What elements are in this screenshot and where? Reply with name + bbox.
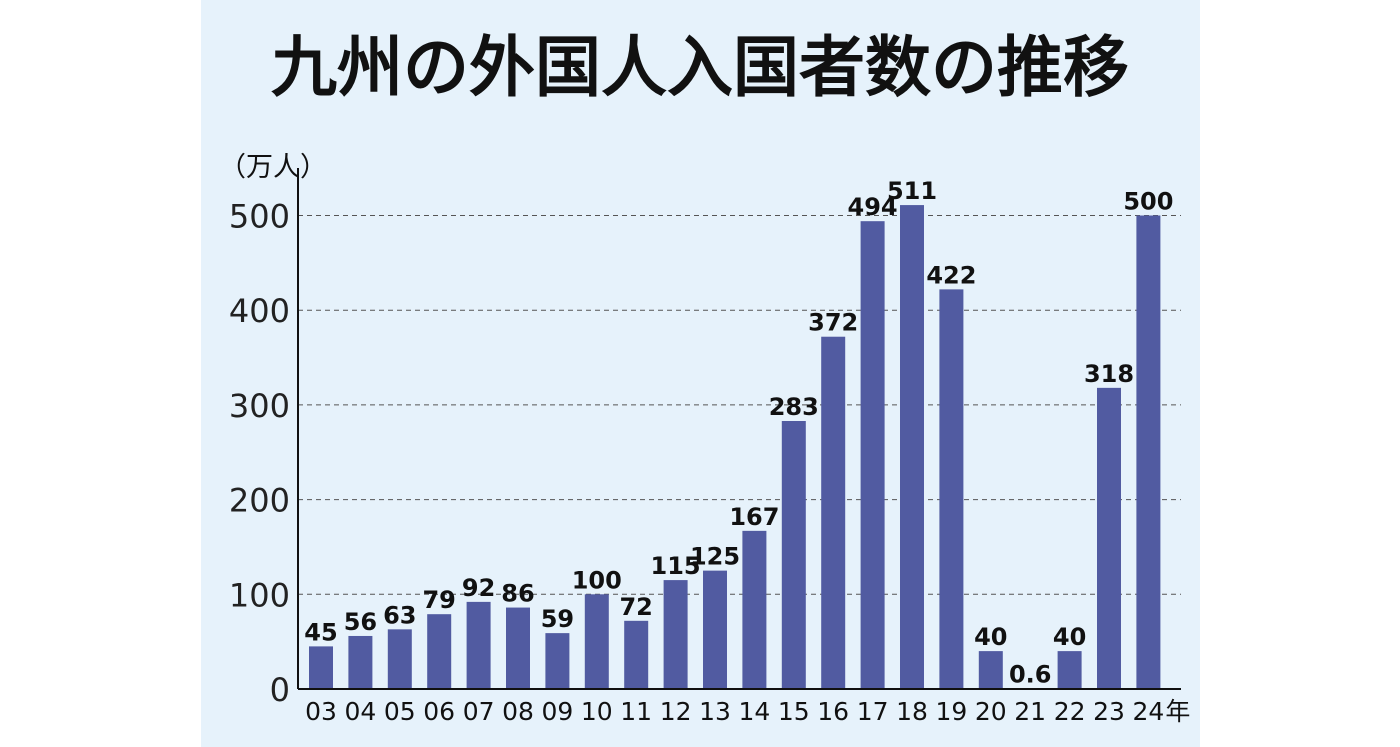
bar bbox=[781, 420, 806, 689]
x-tick-label: 24 bbox=[1132, 697, 1164, 726]
x-tick-label: 12 bbox=[660, 697, 692, 726]
y-tick-label: 500 bbox=[229, 198, 290, 236]
data-label: 59 bbox=[541, 605, 574, 633]
x-tick-label: 04 bbox=[344, 697, 376, 726]
x-tick-label: 05 bbox=[384, 697, 416, 726]
data-label: 511 bbox=[887, 177, 937, 205]
y-tick-label: 300 bbox=[229, 387, 290, 425]
bars bbox=[309, 205, 1161, 689]
y-axis-unit-label: （万人） bbox=[219, 152, 327, 183]
data-label: 422 bbox=[926, 261, 976, 289]
x-tick-label: 03 bbox=[305, 697, 337, 726]
x-tick-label: 23 bbox=[1093, 697, 1125, 726]
data-label: 0.6 bbox=[1009, 660, 1052, 688]
data-label: 283 bbox=[769, 393, 819, 421]
x-tick-label: 15 bbox=[778, 697, 810, 726]
bar bbox=[624, 620, 649, 689]
data-label: 56 bbox=[344, 608, 377, 636]
data-label: 500 bbox=[1123, 188, 1173, 216]
data-label: 45 bbox=[304, 618, 337, 646]
data-label: 372 bbox=[808, 309, 858, 337]
x-axis-ticks: 03 04 05 06 07 08 09 10 11 12 13 14 15 16 17 18 19 20 21 22… bbox=[305, 697, 1190, 726]
y-axis-ticks: 0 100 200 300 400 500 bbox=[229, 198, 290, 710]
data-label: 72 bbox=[619, 593, 652, 621]
chart-panel: 九州の外国人入国者数の推移 （万人） 45 56 63 79 92 86 59 100 72 11… bbox=[201, 0, 1200, 747]
x-tick-label: 10 bbox=[581, 697, 613, 726]
bar bbox=[427, 614, 452, 689]
bar bbox=[466, 601, 491, 689]
data-label: 167 bbox=[729, 503, 779, 531]
bar bbox=[821, 336, 846, 689]
bar bbox=[703, 570, 727, 689]
bar bbox=[978, 651, 1003, 689]
data-label: 40 bbox=[974, 623, 1007, 651]
data-label: 494 bbox=[848, 193, 898, 221]
data-label: 100 bbox=[572, 566, 622, 594]
y-tick-label: 400 bbox=[229, 292, 290, 330]
chart-title: 九州の外国人入国者数の推移 bbox=[271, 29, 1129, 106]
bar bbox=[1097, 387, 1121, 689]
gridlines bbox=[298, 215, 1181, 595]
bar bbox=[387, 629, 412, 689]
x-tick-label: 22 bbox=[1054, 697, 1086, 726]
x-tick-label: 20 bbox=[975, 697, 1007, 726]
bar bbox=[348, 635, 373, 689]
x-tick-label: 11 bbox=[620, 697, 652, 726]
bar bbox=[545, 633, 570, 689]
data-label: 318 bbox=[1084, 360, 1134, 388]
bar bbox=[939, 289, 964, 689]
x-tick-label: 06 bbox=[423, 697, 455, 726]
x-tick-label: 21 bbox=[1014, 697, 1046, 726]
data-label: 79 bbox=[422, 586, 455, 614]
x-tick-label: 13 bbox=[699, 697, 731, 726]
bar bbox=[584, 594, 609, 689]
bar bbox=[309, 646, 333, 689]
data-label: 86 bbox=[501, 580, 534, 608]
data-label: 63 bbox=[383, 601, 416, 629]
x-tick-label: 16 bbox=[817, 697, 849, 726]
bar bbox=[860, 221, 885, 689]
x-axis-year-suffix: 年 bbox=[1165, 697, 1190, 726]
x-tick-label: 18 bbox=[896, 697, 928, 726]
data-label: 115 bbox=[651, 552, 701, 580]
x-tick-label: 17 bbox=[857, 697, 889, 726]
data-label: 40 bbox=[1053, 623, 1086, 651]
y-tick-label: 100 bbox=[229, 576, 290, 614]
bar bbox=[663, 580, 688, 689]
bar bbox=[1057, 651, 1082, 689]
data-label: 125 bbox=[690, 543, 740, 571]
x-tick-label: 08 bbox=[502, 697, 534, 726]
bar bbox=[506, 607, 530, 689]
x-tick-label: 09 bbox=[541, 697, 573, 726]
bar bbox=[742, 530, 767, 689]
x-tick-label: 19 bbox=[935, 697, 967, 726]
x-tick-label: 07 bbox=[463, 697, 495, 726]
bar bbox=[900, 205, 924, 689]
data-label: 92 bbox=[462, 574, 495, 602]
bar bbox=[1136, 215, 1161, 689]
x-tick-label: 14 bbox=[738, 697, 770, 726]
y-tick-label: 200 bbox=[229, 482, 290, 520]
y-tick-label: 0 bbox=[270, 671, 290, 709]
